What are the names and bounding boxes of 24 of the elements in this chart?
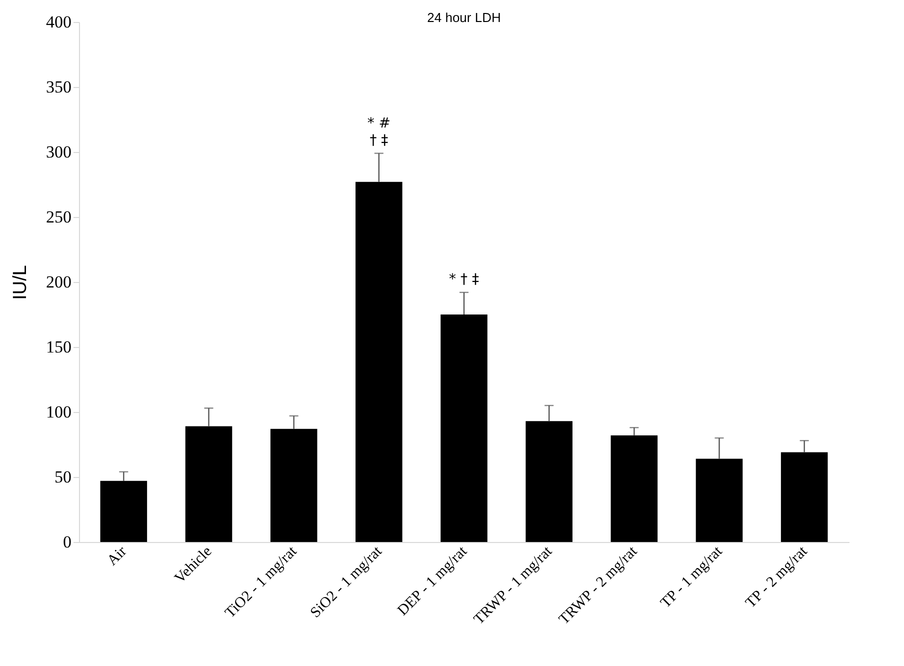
y-tick-label: 100 bbox=[46, 402, 72, 422]
y-tick-label: 350 bbox=[46, 78, 72, 96]
bar bbox=[270, 428, 318, 542]
bar bbox=[440, 314, 488, 542]
y-tick-label: 150 bbox=[46, 338, 72, 356]
bar bbox=[610, 435, 658, 542]
y-tick-label: 300 bbox=[46, 142, 72, 162]
bar bbox=[185, 426, 232, 542]
y-tick-label: 50 bbox=[54, 468, 72, 486]
annotation: * † ‡ bbox=[449, 271, 479, 288]
y-tick-label: 0 bbox=[63, 532, 72, 552]
chart-title: 24 hour LDH bbox=[427, 10, 501, 25]
annotation: * # bbox=[367, 115, 391, 132]
bar bbox=[526, 421, 572, 542]
annotation: † ‡ bbox=[370, 132, 388, 148]
x-tick-label: Air bbox=[104, 544, 130, 570]
y-tick-label: 200 bbox=[46, 272, 72, 292]
bar bbox=[696, 458, 743, 542]
bar bbox=[100, 480, 148, 542]
bar bbox=[780, 452, 828, 542]
y-tick-label: 400 bbox=[46, 12, 72, 32]
y-axis-title: IU/L bbox=[10, 265, 31, 300]
bar bbox=[356, 182, 402, 542]
y-tick-label: 250 bbox=[46, 208, 72, 226]
